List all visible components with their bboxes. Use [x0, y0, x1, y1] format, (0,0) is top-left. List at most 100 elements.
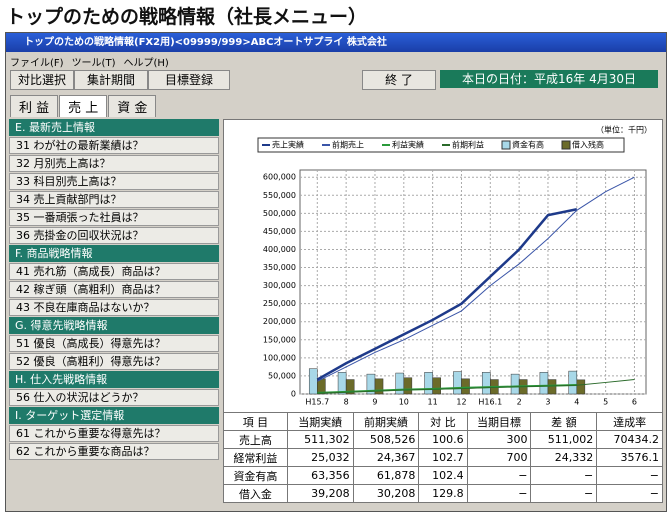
menu-button[interactable]: 62 これから重要な商品は？ [9, 443, 219, 460]
bar [461, 378, 470, 395]
bar [539, 372, 549, 395]
bar [453, 371, 462, 395]
cell: 129.8 [418, 484, 468, 503]
section-header: E. 最新売上情報 [9, 119, 219, 136]
y-tick-label: 550,000 [263, 191, 296, 200]
y-tick-label: 0 [291, 390, 296, 399]
menu-button[interactable]: 32 月別売上高は？ [9, 155, 219, 172]
legend-label: 利益実績 [392, 140, 424, 150]
header-cell: 達成率 [596, 412, 663, 431]
x-tick-label: 11 [428, 398, 438, 407]
row: 売上高 511,302 508,526 100.6 300 511,002 70434.2 [223, 430, 663, 449]
cell: 経常利益 [223, 448, 288, 467]
y-tick-label: 400,000 [263, 245, 296, 254]
cell: 3576.1 [596, 448, 663, 467]
menu-button[interactable]: 51 優良（高成長）得意先は？ [9, 335, 219, 352]
line-series [317, 176, 635, 382]
date: 本日の日付：平成16年 4月30日 [440, 70, 658, 88]
menu-button[interactable]: 56 仕入の状況はどうか？ [9, 389, 219, 406]
menu-button[interactable]: 33 科目別売上高は？ [9, 173, 219, 190]
cell: 300 [466, 430, 532, 449]
line-series [316, 208, 578, 381]
cell: 24,367 [352, 448, 420, 467]
x-tick-label: 10 [399, 398, 409, 407]
toolbar: 対比選択 集計期間 目標登録 終 了 本日の日付：平成16年 4月30日 [10, 70, 662, 90]
summary-table: 項 目当期実績 前期実績対 比当期目標差 額達成率 売上高 511,302 508,52… [223, 412, 663, 503]
legend-swatch [561, 140, 571, 150]
header-cell: 差 額 [530, 412, 598, 431]
cell: 511,302 [286, 430, 354, 449]
button[interactable]: 対比選択 [10, 70, 74, 90]
bar [510, 373, 520, 395]
cell: 70434.2 [596, 430, 663, 449]
menu-button[interactable]: 34 売上貢献部門は？ [9, 191, 219, 208]
legend-label: 前期利益 [452, 140, 484, 150]
cell: 102.4 [418, 466, 468, 485]
cell: − [466, 466, 532, 485]
y-tick-label: 150,000 [263, 335, 296, 344]
x-tick-label: 5 [603, 398, 608, 407]
sidebar: E. 最新売上情報 31 わが社の最新業績は？ 32 月別売上高は？ 33 科目別売上… [9, 119, 219, 461]
cell: 30,208 [352, 484, 420, 503]
chart-panel: （単位：千円） 売上実績 前期売上 利益実績 前期利益 資金有高 借入残高 0 50,000 10… [223, 119, 663, 413]
y-tick-label: 50,000 [268, 371, 296, 380]
header-cell: 当期実績 [286, 412, 354, 431]
cell: − [530, 466, 598, 485]
button[interactable]: 目標登録 [148, 70, 230, 90]
y-tick-label: 100,000 [263, 353, 296, 362]
menu-button[interactable]: 52 優良（高粗利）得意先は？ [9, 353, 219, 370]
bar [308, 368, 318, 395]
cell: − [466, 484, 532, 503]
cell: − [596, 466, 663, 485]
header-cell: 当期目標 [466, 412, 532, 431]
bar [576, 379, 586, 395]
menu-button[interactable]: 31 わが社の最新業績は？ [9, 137, 219, 154]
bar [547, 379, 557, 395]
menu-item[interactable]: ファイル(F) [10, 58, 64, 69]
legend-label: 前期売上 [332, 140, 364, 150]
cell: 61,878 [352, 466, 420, 485]
menu-item[interactable]: ヘルプ(H) [123, 58, 169, 69]
menu-button[interactable]: 41 売れ筋（高成長）商品は？ [9, 263, 219, 280]
row: 借入金 39,208 30,208 129.8− − − [223, 484, 663, 503]
menu-button[interactable]: 43 不良在庫商品はないか？ [9, 299, 219, 316]
x-tick-label: 2 [517, 398, 522, 407]
y-tick-label: 450,000 [263, 227, 296, 236]
bar [432, 377, 441, 395]
x-tick-label: H15.7 [305, 398, 329, 407]
bar [481, 372, 491, 395]
cell: 25,032 [286, 448, 354, 467]
line-series [317, 379, 635, 394]
cell: 100.6 [418, 430, 468, 449]
legend-box [257, 137, 625, 153]
header-cell: 前期実績 [352, 412, 420, 431]
bar [568, 370, 578, 395]
tab[interactable]: 売 上 [59, 95, 108, 117]
menu-button[interactable]: 36 売掛金の回収状況は？ [9, 227, 219, 244]
cell: 資金有高 [223, 466, 288, 485]
y-tick-label: 600,000 [263, 173, 296, 182]
section-header: H. 仕入先戦略情報 [9, 371, 219, 388]
row: 経常利益 25,032 24,367 102.7 700 24,332 3576.1 [223, 448, 663, 467]
y-tick-label: 250,000 [263, 299, 296, 308]
cell: 508,526 [352, 430, 420, 449]
cell: 売上高 [223, 430, 288, 449]
cell: 63,356 [286, 466, 354, 485]
button[interactable]: 集計期間 [74, 70, 148, 90]
bar [374, 378, 384, 395]
menu-button[interactable]: 42 稼ぎ頭（高粗利）商品は？ [9, 281, 219, 298]
y-tick-label: 350,000 [263, 263, 296, 272]
y-tick-label: 200,000 [263, 317, 296, 326]
menu-button[interactable]: 35 一番頑張った社員は？ [9, 209, 219, 226]
cell: 借入金 [223, 484, 288, 503]
row: 資金有高 63,356 61,878 102.4− − − [223, 466, 663, 485]
tab[interactable]: 資 金 [108, 95, 157, 117]
legend-label: 売上実績 [272, 140, 304, 150]
y-tick-label: 500,000 [263, 209, 296, 218]
exit-button[interactable]: 終 了 [362, 70, 436, 90]
menu-item[interactable]: ツール(T) [71, 58, 116, 69]
menu-button[interactable]: 61 これから重要な得意先は？ [9, 425, 219, 442]
title-bar: トップのための戦略情報(FX2用)<09999/999>ABCオートサプライ 株… [6, 33, 666, 52]
tab[interactable]: 利 益 [10, 95, 59, 117]
